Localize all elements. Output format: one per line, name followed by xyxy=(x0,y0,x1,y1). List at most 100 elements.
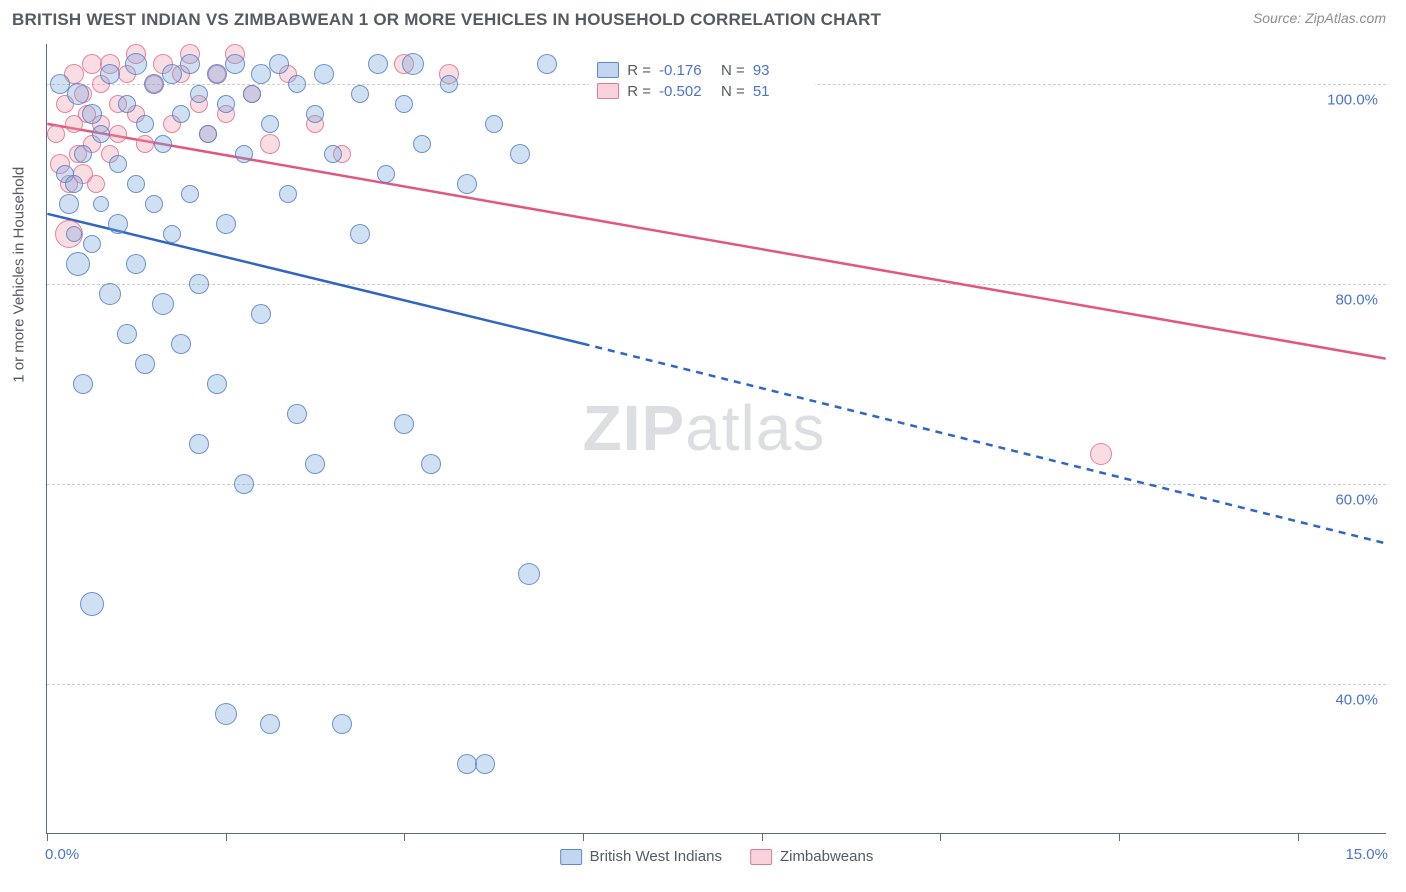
data-point xyxy=(402,53,424,75)
data-point xyxy=(1090,443,1112,465)
x-axis-min-label: 0.0% xyxy=(45,846,79,863)
legend-swatch xyxy=(750,849,772,865)
r-label: R = xyxy=(627,62,651,79)
data-point xyxy=(66,226,82,242)
r-value: -0.176 xyxy=(659,62,713,79)
data-point xyxy=(251,64,271,84)
x-tick xyxy=(404,833,405,841)
r-value: -0.502 xyxy=(659,83,713,100)
data-point xyxy=(172,105,190,123)
data-point xyxy=(135,354,155,374)
data-point xyxy=(66,252,90,276)
grid-line xyxy=(47,284,1386,285)
data-point xyxy=(136,115,154,133)
data-point xyxy=(145,195,163,213)
data-point xyxy=(152,293,174,315)
data-point xyxy=(261,115,279,133)
series-legend-item: British West Indians xyxy=(560,848,722,865)
data-point xyxy=(47,125,65,143)
data-point xyxy=(74,145,92,163)
data-point xyxy=(421,454,441,474)
data-point xyxy=(332,714,352,734)
x-tick xyxy=(762,833,763,841)
n-label: N = xyxy=(721,62,745,79)
chart-header: BRITISH WEST INDIAN VS ZIMBABWEAN 1 OR M… xyxy=(0,0,1406,38)
data-point xyxy=(92,125,110,143)
data-point xyxy=(314,64,334,84)
x-tick xyxy=(47,833,48,841)
data-point xyxy=(125,53,147,75)
data-point xyxy=(82,104,102,124)
n-value: 51 xyxy=(753,83,807,100)
series-label: Zimbabweans xyxy=(780,848,873,865)
data-point xyxy=(457,174,477,194)
data-point xyxy=(225,54,245,74)
data-point xyxy=(127,175,145,193)
data-point xyxy=(190,85,208,103)
legend-row: R =-0.176N =93 xyxy=(597,60,807,81)
data-point xyxy=(100,64,120,84)
data-point xyxy=(144,74,164,94)
data-point xyxy=(288,75,306,93)
data-point xyxy=(162,64,182,84)
y-tick-label: 40.0% xyxy=(1335,692,1378,709)
data-point xyxy=(171,334,191,354)
data-point xyxy=(189,434,209,454)
data-point xyxy=(350,224,370,244)
x-tick xyxy=(583,833,584,841)
data-point xyxy=(351,85,369,103)
data-point xyxy=(518,563,540,585)
data-point xyxy=(154,135,172,153)
data-point xyxy=(306,105,324,123)
data-point xyxy=(199,125,217,143)
y-tick-label: 100.0% xyxy=(1327,92,1378,109)
legend-swatch xyxy=(560,849,582,865)
data-point xyxy=(109,125,127,143)
grid-line xyxy=(47,684,1386,685)
data-point xyxy=(180,54,200,74)
data-point xyxy=(377,165,395,183)
data-point xyxy=(368,54,388,74)
data-point xyxy=(260,134,280,154)
data-point xyxy=(118,95,136,113)
legend-swatch xyxy=(597,62,619,78)
data-point xyxy=(440,75,458,93)
series-legend-item: Zimbabweans xyxy=(750,848,873,865)
data-point xyxy=(163,225,181,243)
data-point xyxy=(215,703,237,725)
data-point xyxy=(475,754,495,774)
data-point xyxy=(73,374,93,394)
legend-swatch xyxy=(597,83,619,99)
data-point xyxy=(80,592,104,616)
data-point xyxy=(189,274,209,294)
data-point xyxy=(136,135,154,153)
data-point xyxy=(217,95,235,113)
data-point xyxy=(126,254,146,274)
series-legend: British West Indians Zimbabweans xyxy=(560,848,874,865)
correlation-legend: R =-0.176N =93R =-0.502N =51 xyxy=(589,56,815,106)
chart-plot-area: 1 or more Vehicles in Household 40.0%60.… xyxy=(46,44,1386,834)
x-tick xyxy=(940,833,941,841)
y-tick-label: 60.0% xyxy=(1335,492,1378,509)
legend-row: R =-0.502N =51 xyxy=(597,81,807,102)
data-point xyxy=(510,144,530,164)
data-point xyxy=(65,175,83,193)
data-point xyxy=(181,185,199,203)
data-point xyxy=(93,196,109,212)
data-point xyxy=(251,304,271,324)
data-point xyxy=(305,454,325,474)
data-point xyxy=(83,235,101,253)
chart-title: BRITISH WEST INDIAN VS ZIMBABWEAN 1 OR M… xyxy=(12,10,881,30)
data-point xyxy=(485,115,503,133)
data-point xyxy=(99,283,121,305)
data-point xyxy=(235,145,253,163)
trend-lines xyxy=(47,44,1386,833)
y-axis-title: 1 or more Vehicles in Household xyxy=(11,166,28,382)
data-point xyxy=(537,54,557,74)
data-point xyxy=(395,95,413,113)
watermark: ZIPatlas xyxy=(583,391,826,465)
data-point xyxy=(413,135,431,153)
data-point xyxy=(108,214,128,234)
data-point xyxy=(243,85,261,103)
data-point xyxy=(279,185,297,203)
